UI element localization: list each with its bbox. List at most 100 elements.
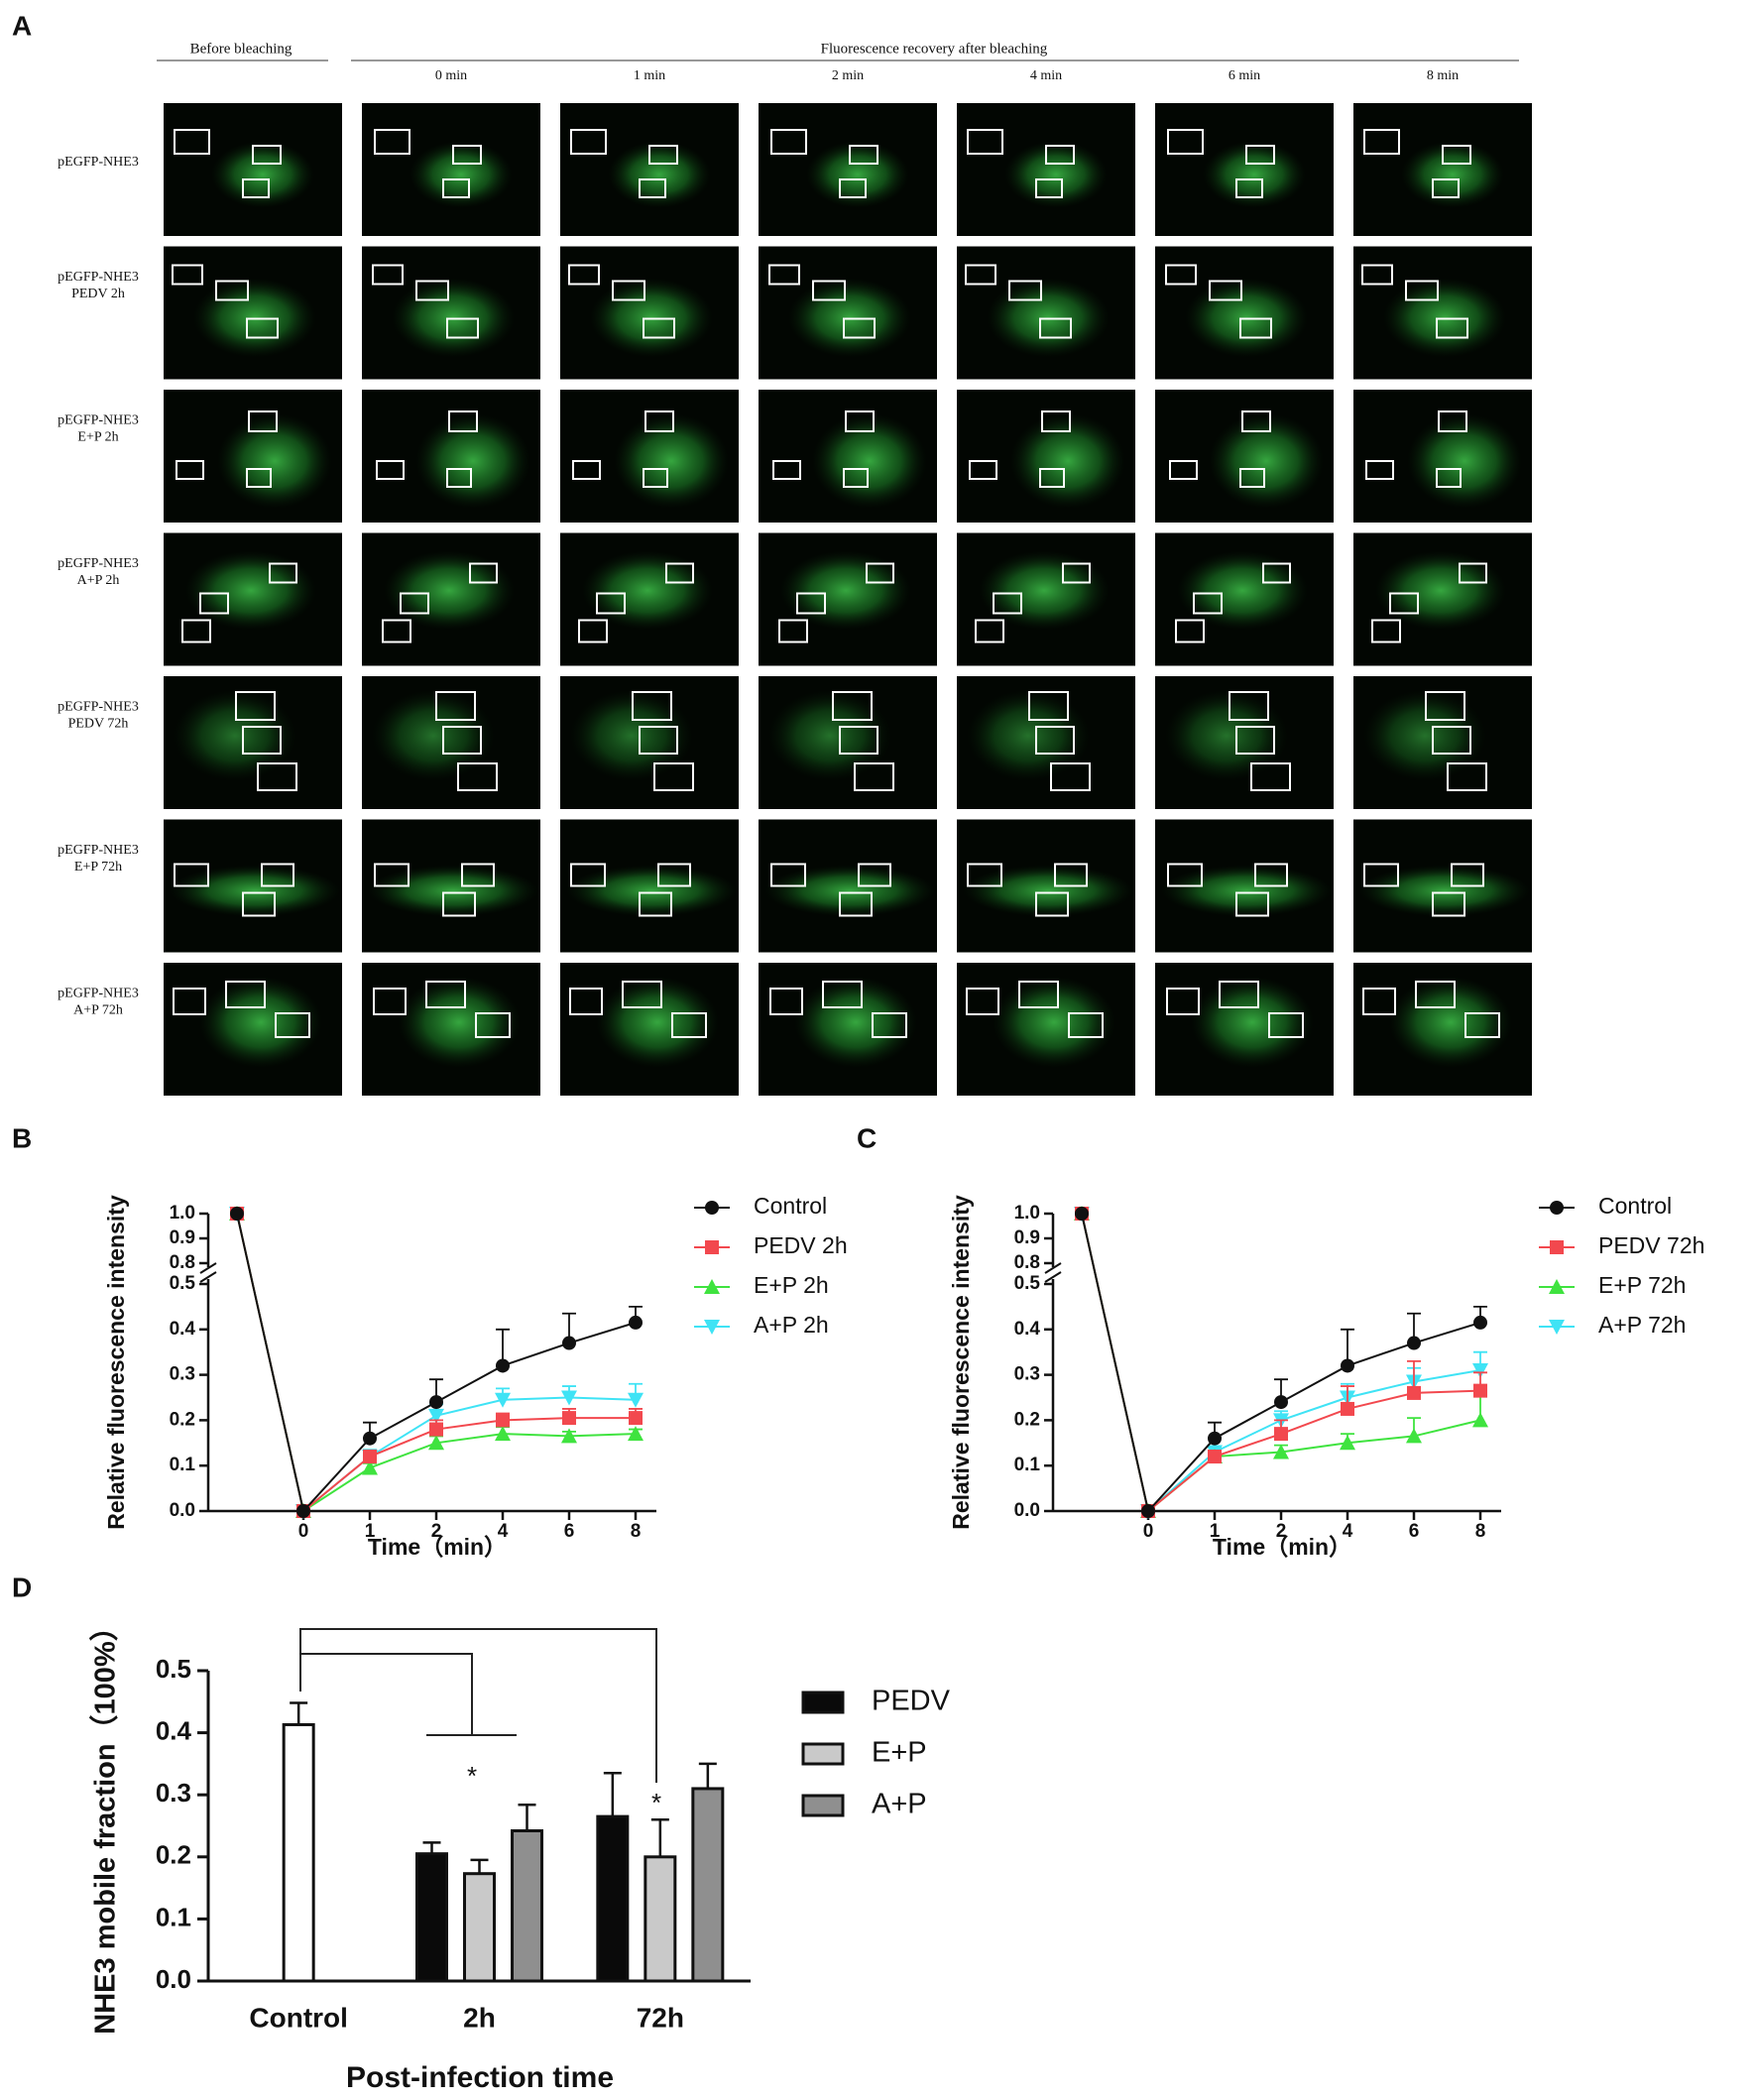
roi-box (849, 145, 878, 165)
marker (1550, 1240, 1564, 1254)
marker (561, 1390, 577, 1406)
roi-box (1235, 891, 1269, 917)
roi-box (1268, 1012, 1304, 1038)
roi-box (622, 981, 662, 1008)
y-tick-label: 0.2 (156, 1840, 191, 1870)
marker (1274, 1395, 1288, 1410)
error-bar (698, 1762, 717, 1789)
roi-box (1229, 691, 1269, 721)
y-tick-label: 0.1 (1014, 1455, 1041, 1475)
marker (629, 1411, 643, 1426)
roi-box (572, 460, 601, 480)
legend-label: Control (1598, 1193, 1672, 1219)
series-line (236, 1213, 637, 1513)
y-tick-label: 1.0 (170, 1203, 195, 1224)
significance-star: * (651, 1788, 661, 1817)
roi-box (261, 863, 294, 887)
roi-box (965, 264, 996, 286)
roi-box (596, 592, 626, 615)
x-axis-label: Post-infection time (346, 2061, 614, 2094)
micrograph (759, 103, 937, 236)
roi-box (452, 145, 482, 165)
micrograph (164, 103, 342, 236)
marker (1550, 1201, 1564, 1215)
roi-box (770, 863, 806, 887)
y-tick-label: 0.3 (1014, 1364, 1040, 1385)
roi-box (1018, 981, 1059, 1008)
micrograph (957, 246, 1135, 380)
x-tick-label: 2 (1276, 1521, 1287, 1542)
roi-box (1363, 863, 1399, 887)
cell (596, 977, 719, 1068)
roi-box (1363, 129, 1400, 155)
roi-box (461, 863, 495, 887)
marker (1340, 1435, 1355, 1451)
marker (296, 1504, 310, 1518)
micrograph (362, 819, 540, 953)
roi-box (242, 726, 282, 755)
x-tick-label: Control (249, 2002, 348, 2033)
roi-box (457, 762, 498, 791)
roi-box (446, 317, 479, 339)
marker (562, 1336, 576, 1350)
roi-box (769, 988, 803, 1015)
roi-box (415, 280, 449, 301)
roi-box (969, 460, 997, 480)
roi-box (1371, 619, 1401, 643)
roi-box (768, 264, 800, 286)
x-tick-label: 72h (637, 2002, 684, 2033)
row-label: A+P 2h (77, 573, 120, 588)
series-line (1081, 1213, 1481, 1513)
roi-box (569, 988, 603, 1015)
legend-label: E+P 2h (754, 1272, 829, 1298)
micrograph (560, 390, 739, 523)
legend-swatch (801, 1742, 845, 1766)
cell (1389, 977, 1512, 1068)
series-line (236, 1213, 637, 1513)
roi-box (1442, 145, 1471, 165)
micrograph (957, 532, 1135, 666)
y-axis-label: NHE3 mobile fraction（100%） (89, 1612, 122, 2034)
y-tick-label: 0.3 (170, 1364, 195, 1385)
cell (570, 690, 693, 781)
roi-box (242, 891, 276, 917)
roi-box (1250, 762, 1291, 791)
roi-box (839, 891, 873, 917)
bar (463, 1872, 496, 1983)
micrograph (560, 963, 739, 1096)
roi-box (866, 562, 894, 584)
cell (1203, 141, 1306, 208)
cell (1165, 690, 1288, 781)
roi-box (1432, 891, 1465, 917)
marker (1473, 1383, 1487, 1398)
micrograph (164, 963, 342, 1096)
marker (362, 1459, 378, 1475)
roi-box (376, 460, 405, 480)
roi-box (225, 981, 266, 1008)
marker (495, 1426, 511, 1442)
column-label: 2 min (832, 68, 864, 83)
cell (967, 690, 1090, 781)
y-tick-label: 0.5 (170, 1273, 196, 1294)
roi-box (639, 891, 672, 917)
roi-box (446, 468, 472, 488)
marker (1407, 1336, 1421, 1350)
roi-box (648, 145, 678, 165)
roi-box (1415, 981, 1456, 1008)
roi-box (1436, 317, 1468, 339)
y-tick-label: 0.3 (156, 1778, 191, 1808)
roi-box (1039, 468, 1065, 488)
error-bar (470, 1858, 489, 1874)
roi-box (967, 129, 1003, 155)
legend-label: PEDV (872, 1686, 951, 1717)
significance-brackets (299, 1628, 657, 1783)
cell (1010, 413, 1125, 509)
row-label: A+P 72h (73, 1003, 123, 1018)
bar (415, 1852, 448, 1983)
cell (217, 413, 332, 509)
cell (764, 865, 935, 917)
panel-label: B (12, 1122, 32, 1153)
marker (705, 1240, 719, 1254)
roi-box (252, 145, 282, 165)
